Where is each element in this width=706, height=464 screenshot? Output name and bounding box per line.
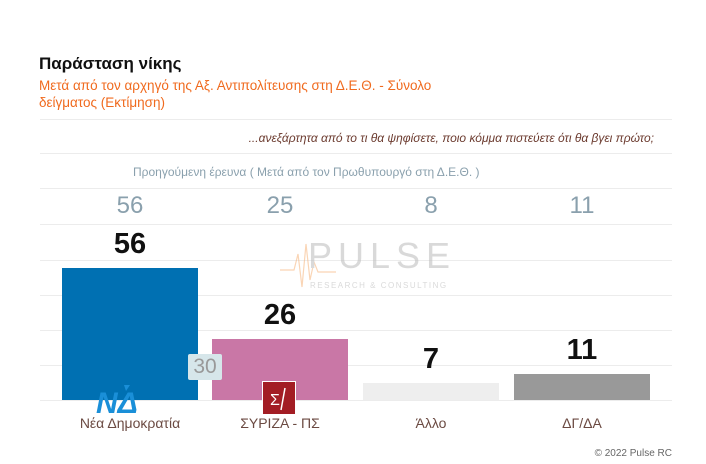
category-label: Νέα Δημοκρατία xyxy=(79,415,181,431)
gridline xyxy=(40,188,672,189)
survey-question: ...ανεξάρτητα από το τι θα ψηφίσετε, ποι… xyxy=(248,131,654,145)
gridline xyxy=(40,400,672,401)
previous-value: 25 xyxy=(266,192,294,219)
gridline xyxy=(40,330,672,331)
category-label: Άλλο xyxy=(415,415,447,431)
chart-title: Παράσταση νίκης xyxy=(39,54,182,73)
chart-subtitle: Μετά από τον αρχηγό της Αξ. Αντιπολίτευσ… xyxy=(39,78,432,110)
svg-text:Σ: Σ xyxy=(270,392,280,409)
gridline xyxy=(40,295,672,296)
nd-logo-icon: ΝΔ xyxy=(94,383,154,420)
gridline xyxy=(40,153,672,154)
category-label: ΔΓ/ΔΑ xyxy=(562,415,602,431)
previous-value: 11 xyxy=(569,192,595,219)
copyright: © 2022 Pulse RC xyxy=(594,448,672,459)
syriza-logo-icon: Σ xyxy=(262,381,296,415)
svg-text:PULSE: PULSE xyxy=(308,235,450,276)
data-label: 56 xyxy=(113,227,147,260)
gridline xyxy=(40,365,672,366)
bar xyxy=(62,267,198,400)
gridline xyxy=(40,260,672,261)
pulse-watermark: PULSE RESEARCH & CONSULTING xyxy=(280,232,450,299)
data-label: 11 xyxy=(566,334,598,367)
difference-badge: 30 xyxy=(188,354,222,380)
bar xyxy=(514,374,650,400)
svg-text:RESEARCH & CONSULTING: RESEARCH & CONSULTING xyxy=(310,281,448,290)
gridline xyxy=(40,224,672,225)
gridline xyxy=(40,119,672,120)
bar xyxy=(363,383,499,400)
previous-value: 56 xyxy=(116,192,144,219)
previous-survey-label: Προηγούμενη έρευνα ( Μετά από τον Πρωθυπ… xyxy=(133,165,480,179)
data-label: 26 xyxy=(263,298,297,331)
category-label: ΣΥΡΙΖΑ - ΠΣ xyxy=(240,415,320,431)
svg-text:ΝΔ: ΝΔ xyxy=(96,387,138,415)
previous-value: 8 xyxy=(424,192,438,219)
data-label: 7 xyxy=(422,343,440,376)
